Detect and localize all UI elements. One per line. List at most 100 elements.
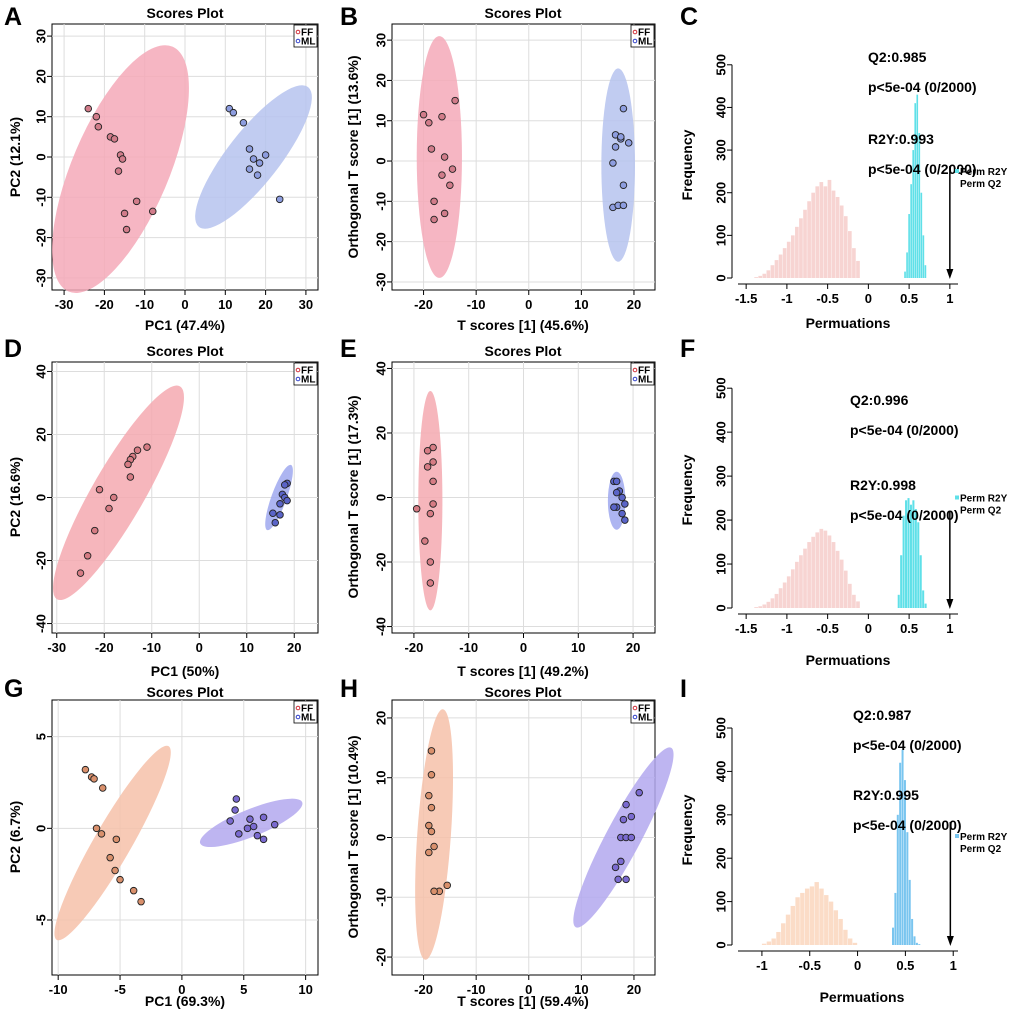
point-ff	[425, 821, 433, 830]
point-ml	[612, 477, 621, 486]
bar-perm-r2y	[909, 504, 912, 608]
x-tick-label: 1	[946, 291, 953, 306]
y-tick-label: 20	[373, 711, 388, 725]
x-tick-label: 0	[520, 640, 527, 655]
bar-perm-q2	[835, 550, 840, 608]
point-ml	[259, 835, 268, 844]
x-tick-label: 1	[946, 621, 953, 636]
point-ml	[619, 181, 628, 189]
bar-perm-r2y	[897, 594, 900, 608]
y-tick-label: 20	[33, 69, 48, 83]
q2-p-value: p<5e-04 (0/2000)	[868, 79, 977, 95]
bar-perm-q2	[803, 548, 807, 608]
point-ml	[249, 822, 258, 831]
plot-title: Scores Plot	[146, 5, 223, 21]
point-ff	[90, 526, 99, 535]
y-tick-label: -5	[33, 914, 48, 926]
y-tick-label: 100	[713, 225, 728, 247]
bar-perm-q2	[824, 895, 829, 945]
legend-marker-r2y	[955, 169, 959, 173]
point-ff	[438, 112, 446, 121]
x-tick-label: -30	[47, 640, 66, 655]
bar-perm-r2y	[906, 832, 909, 945]
point-ml	[622, 800, 630, 809]
y-tick-label: 500	[713, 377, 728, 399]
x-tick-label: 0	[865, 291, 872, 306]
bar-perm-q2	[754, 277, 758, 278]
x-tick-label: 10	[574, 297, 588, 312]
observed-arrow-head	[946, 269, 954, 279]
legend-label: ML	[301, 375, 315, 386]
y-axis-label: Frequency	[679, 454, 695, 525]
panel-letter: H	[340, 675, 358, 703]
legend-label-q2: Perm Q2	[960, 506, 1002, 517]
point-ff	[84, 104, 93, 113]
bar-perm-q2	[790, 235, 795, 278]
q2-p-value: p<5e-04 (0/2000)	[853, 737, 962, 753]
bar-perm-q2	[823, 530, 828, 608]
panel-letter: F	[680, 335, 695, 363]
bar-perm-r2y	[906, 252, 908, 278]
bar-perm-r2y	[915, 942, 918, 945]
point-ml	[617, 133, 625, 141]
point-ml	[253, 171, 262, 179]
point-ff	[132, 197, 141, 206]
legend-marker	[295, 714, 301, 720]
r2y-value: R2Y:0.998	[850, 477, 916, 493]
bar-perm-q2	[848, 231, 852, 278]
panel-letter: G	[4, 675, 23, 703]
point-ff	[111, 866, 119, 875]
x-tick-label: -10	[459, 640, 478, 655]
x-tick-label: -1	[781, 621, 793, 636]
legend-label: ML	[638, 713, 652, 724]
point-ml	[619, 201, 628, 210]
point-ff	[112, 835, 121, 844]
bar-perm-q2	[811, 192, 816, 278]
bar-perm-q2	[761, 943, 767, 945]
bar-perm-q2	[766, 601, 771, 608]
legend-label-q2: Perm Q2	[960, 179, 1002, 190]
point-ff	[419, 110, 428, 119]
x-tick-label: 0	[196, 640, 203, 655]
bar-perm-q2	[807, 542, 811, 608]
bar-perm-r2y	[908, 879, 911, 945]
bar-perm-q2	[848, 583, 852, 608]
point-ff	[124, 460, 132, 469]
point-ff	[143, 443, 151, 451]
y-tick-label: 0	[33, 153, 48, 160]
x-axis-label: T scores [1] (49.2%)	[457, 663, 589, 679]
point-ff	[429, 458, 437, 466]
y-tick-label: -20	[33, 551, 48, 570]
legend-marker	[632, 714, 638, 720]
point-ff	[90, 775, 98, 783]
bar-perm-r2y	[892, 927, 894, 945]
point-ff	[105, 504, 113, 513]
point-ff	[126, 473, 135, 481]
plot-title: Scores Plot	[484, 343, 561, 359]
point-ff	[412, 505, 421, 513]
point-ff	[430, 887, 438, 896]
point-ff	[94, 123, 103, 131]
y-tick-label: 400	[713, 97, 728, 119]
bar-perm-r2y	[908, 214, 910, 278]
x-axis-label: PC1 (47.4%)	[145, 317, 225, 333]
y-axis-label: PC2 (6.7%)	[7, 801, 23, 873]
bar-perm-q2	[815, 186, 820, 278]
point-ml	[246, 815, 254, 823]
bar-perm-r2y	[900, 555, 903, 608]
y-tick-label: 0	[713, 604, 728, 611]
y-tick-label: 300	[713, 139, 728, 161]
point-ff	[149, 207, 157, 216]
ellipse-ml	[199, 798, 303, 847]
r2y-p-value: p<5e-04 (0/2000)	[853, 817, 962, 833]
legend-marker	[295, 29, 301, 35]
y-axis-label: PC2 (12.1%)	[7, 117, 23, 197]
r2y-value: R2Y:0.995	[853, 787, 919, 803]
point-ml	[617, 857, 625, 866]
point-ff	[426, 509, 435, 518]
point-ml	[226, 817, 234, 825]
x-axis-label: PC1 (69.3%)	[145, 993, 225, 1009]
bar-perm-q2	[799, 555, 803, 608]
